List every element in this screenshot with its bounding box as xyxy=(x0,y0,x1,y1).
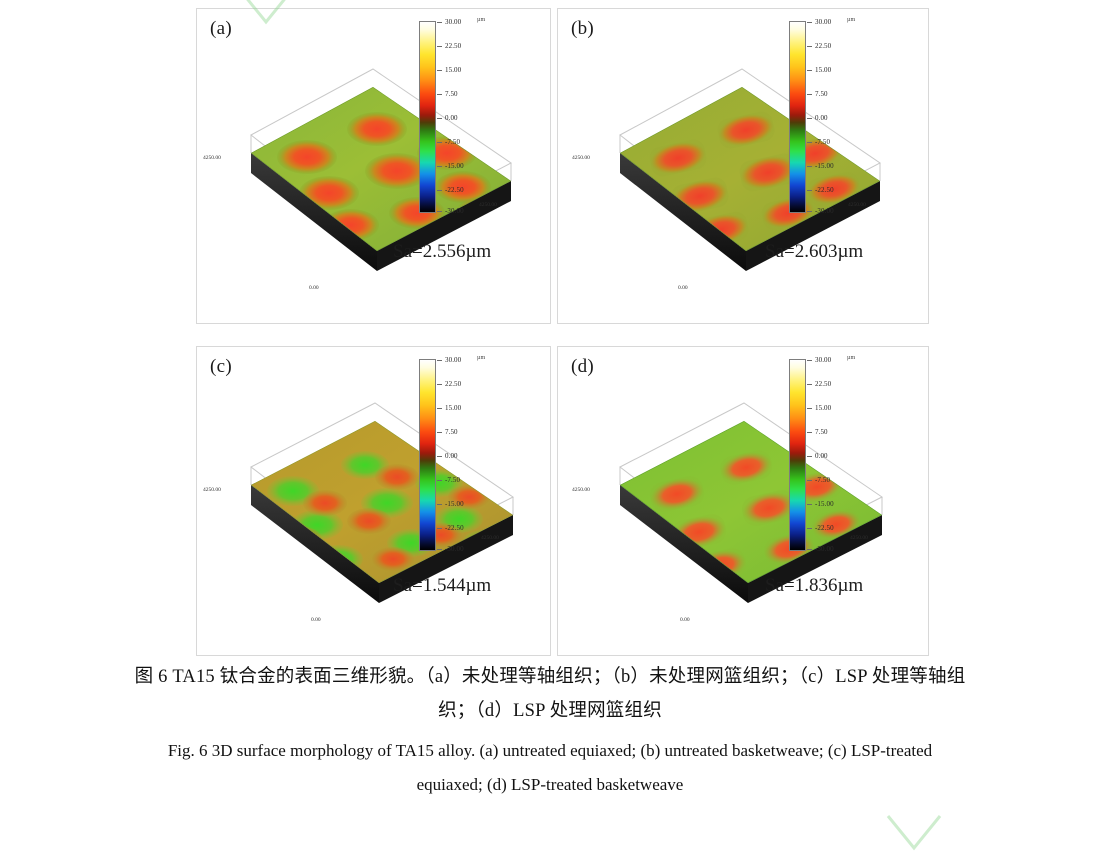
sa-label-a: Sa=2.556µm xyxy=(393,241,492,262)
colorbar-ticks-a: µm 30.00 22.50 15.00 7.50 0.00 -7.50 -15… xyxy=(437,17,501,215)
colorbar-unit-b: µm xyxy=(847,17,856,23)
axis-label-origin-d: 0.00 xyxy=(680,617,690,623)
axis-label-left-a: 4250.00 xyxy=(203,155,221,161)
axis-label-origin-a: 0.00 xyxy=(309,285,319,291)
colorbar-tick-d-7: -22.50 xyxy=(815,524,834,532)
colorbar-tick-a-6: -15.00 xyxy=(445,162,464,170)
figure-panel-d: (d) xyxy=(557,346,929,656)
axis-label-right-d: 4250.00 xyxy=(850,535,868,541)
colorbar-tick-b-8: -30.00 xyxy=(815,207,834,215)
sa-label-d: Sa=1.836µm xyxy=(765,575,864,596)
colorbar-tick-b-2: 15.00 xyxy=(815,66,832,74)
colorbar-tick-d-6: -15.00 xyxy=(815,500,834,508)
caption-chinese-line-1: 图 6 TA15 钛合金的表面三维形貌。（a）未处理等轴组织；（b）未处理网篮组… xyxy=(134,667,966,687)
caption-english-line-1: Fig. 6 3D surface morphology of TA15 all… xyxy=(167,741,933,760)
colorbar-d: µm 30.00 22.50 15.00 7.50 0.00 -7.50 -15… xyxy=(789,355,871,553)
colorbar-c: µm 30.00 22.50 15.00 7.50 0.00 -7.50 -15… xyxy=(419,355,501,553)
axis-label-origin-b: 0.00 xyxy=(678,285,688,291)
colorbar-tick-a-5: -7.50 xyxy=(445,138,461,146)
axis-label-left-c: 4250.00 xyxy=(203,487,221,493)
panel-tag-d: (d) xyxy=(571,356,595,377)
colorbar-tick-c-0: 30.00 xyxy=(445,356,462,364)
colorbar-gradient-a xyxy=(419,21,436,213)
axis-label-right-a: 4250.00 xyxy=(479,202,497,208)
colorbar-tick-a-1: 22.50 xyxy=(445,42,462,50)
surface-plot-b xyxy=(594,35,894,300)
figure-caption-block: 图 6 TA15 钛合金的表面三维形貌。（a）未处理等轴组织；（b）未处理网篮组… xyxy=(0,660,1100,802)
colorbar-tick-b-1: 22.50 xyxy=(815,42,832,50)
colorbar-tick-c-1: 22.50 xyxy=(445,380,462,388)
colorbar-tick-c-3: 7.50 xyxy=(445,428,458,436)
colorbar-tick-a-4: 0.00 xyxy=(445,114,458,122)
colorbar-tick-d-0: 30.00 xyxy=(815,356,832,364)
colorbar-tick-d-5: -7.50 xyxy=(815,476,831,484)
colorbar-tick-a-0: 30.00 xyxy=(445,18,462,26)
figure-panel-b: (b) xyxy=(557,8,929,324)
colorbar-tick-c-2: 15.00 xyxy=(445,404,462,412)
colorbar-gradient-c xyxy=(419,359,436,551)
panel-tag-a: (a) xyxy=(210,18,232,39)
colorbar-tick-c-6: -15.00 xyxy=(445,500,464,508)
panel-tag-b: (b) xyxy=(571,18,595,39)
colorbar-unit-d: µm xyxy=(847,355,856,361)
caption-chinese-line-2: 织；（d）LSP 处理网篮组织 xyxy=(438,701,662,721)
figure-panel-c: (c) xyxy=(196,346,551,656)
figure-panel-grid: (a) xyxy=(196,8,929,656)
colorbar-gradient-b xyxy=(789,21,806,213)
colorbar-ticks-d: µm 30.00 22.50 15.00 7.50 0.00 -7.50 -15… xyxy=(807,355,871,553)
axis-label-left-b: 4250.00 xyxy=(572,155,590,161)
colorbar-tick-b-7: -22.50 xyxy=(815,186,834,194)
axis-label-right-b: 4250.00 xyxy=(848,202,866,208)
sa-label-b: Sa=2.603µm xyxy=(765,241,864,262)
colorbar-tick-c-7: -22.50 xyxy=(445,524,464,532)
colorbar-tick-c-4: 0.00 xyxy=(445,452,458,460)
sa-label-c: Sa=1.544µm xyxy=(393,575,492,596)
colorbar-tick-d-3: 7.50 xyxy=(815,428,828,436)
colorbar-tick-d-2: 15.00 xyxy=(815,404,832,412)
watermark-chevron-bottom xyxy=(884,812,944,859)
figure-panel-a: (a) xyxy=(196,8,551,324)
axis-label-right-c: 4250.00 xyxy=(481,535,499,541)
colorbar-tick-c-5: -7.50 xyxy=(445,476,461,484)
colorbar-tick-a-2: 15.00 xyxy=(445,66,462,74)
colorbar-tick-b-0: 30.00 xyxy=(815,18,832,26)
colorbar-b: µm 30.00 22.50 15.00 7.50 0.00 -7.50 -15… xyxy=(789,17,871,215)
axis-label-origin-c: 0.00 xyxy=(311,617,321,623)
colorbar-unit-c: µm xyxy=(477,355,486,361)
colorbar-tick-b-5: -7.50 xyxy=(815,138,831,146)
colorbar-tick-a-3: 7.50 xyxy=(445,90,458,98)
colorbar-ticks-c: µm 30.00 22.50 15.00 7.50 0.00 -7.50 -15… xyxy=(437,355,501,553)
colorbar-tick-a-7: -22.50 xyxy=(445,186,464,194)
colorbar-a: µm 30.00 22.50 15.00 7.50 0.00 -7.50 -15… xyxy=(419,17,501,215)
colorbar-tick-d-1: 22.50 xyxy=(815,380,832,388)
colorbar-tick-d-4: 0.00 xyxy=(815,452,828,460)
colorbar-tick-d-8: -30.00 xyxy=(815,545,834,553)
colorbar-tick-c-8: -30.00 xyxy=(445,545,464,553)
panel-tag-c: (c) xyxy=(210,356,232,377)
caption-english-line-2: equiaxed; (d) LSP-treated basketweave xyxy=(416,775,684,794)
colorbar-tick-a-8: -30.00 xyxy=(445,207,464,215)
colorbar-tick-b-4: 0.00 xyxy=(815,114,828,122)
colorbar-tick-b-6: -15.00 xyxy=(815,162,834,170)
surface-plot-c xyxy=(225,373,525,634)
axis-label-left-d: 4250.00 xyxy=(572,487,590,493)
colorbar-ticks-b: µm 30.00 22.50 15.00 7.50 0.00 -7.50 -15… xyxy=(807,17,871,215)
colorbar-gradient-d xyxy=(789,359,806,551)
colorbar-unit-a: µm xyxy=(477,17,486,23)
colorbar-tick-b-3: 7.50 xyxy=(815,90,828,98)
